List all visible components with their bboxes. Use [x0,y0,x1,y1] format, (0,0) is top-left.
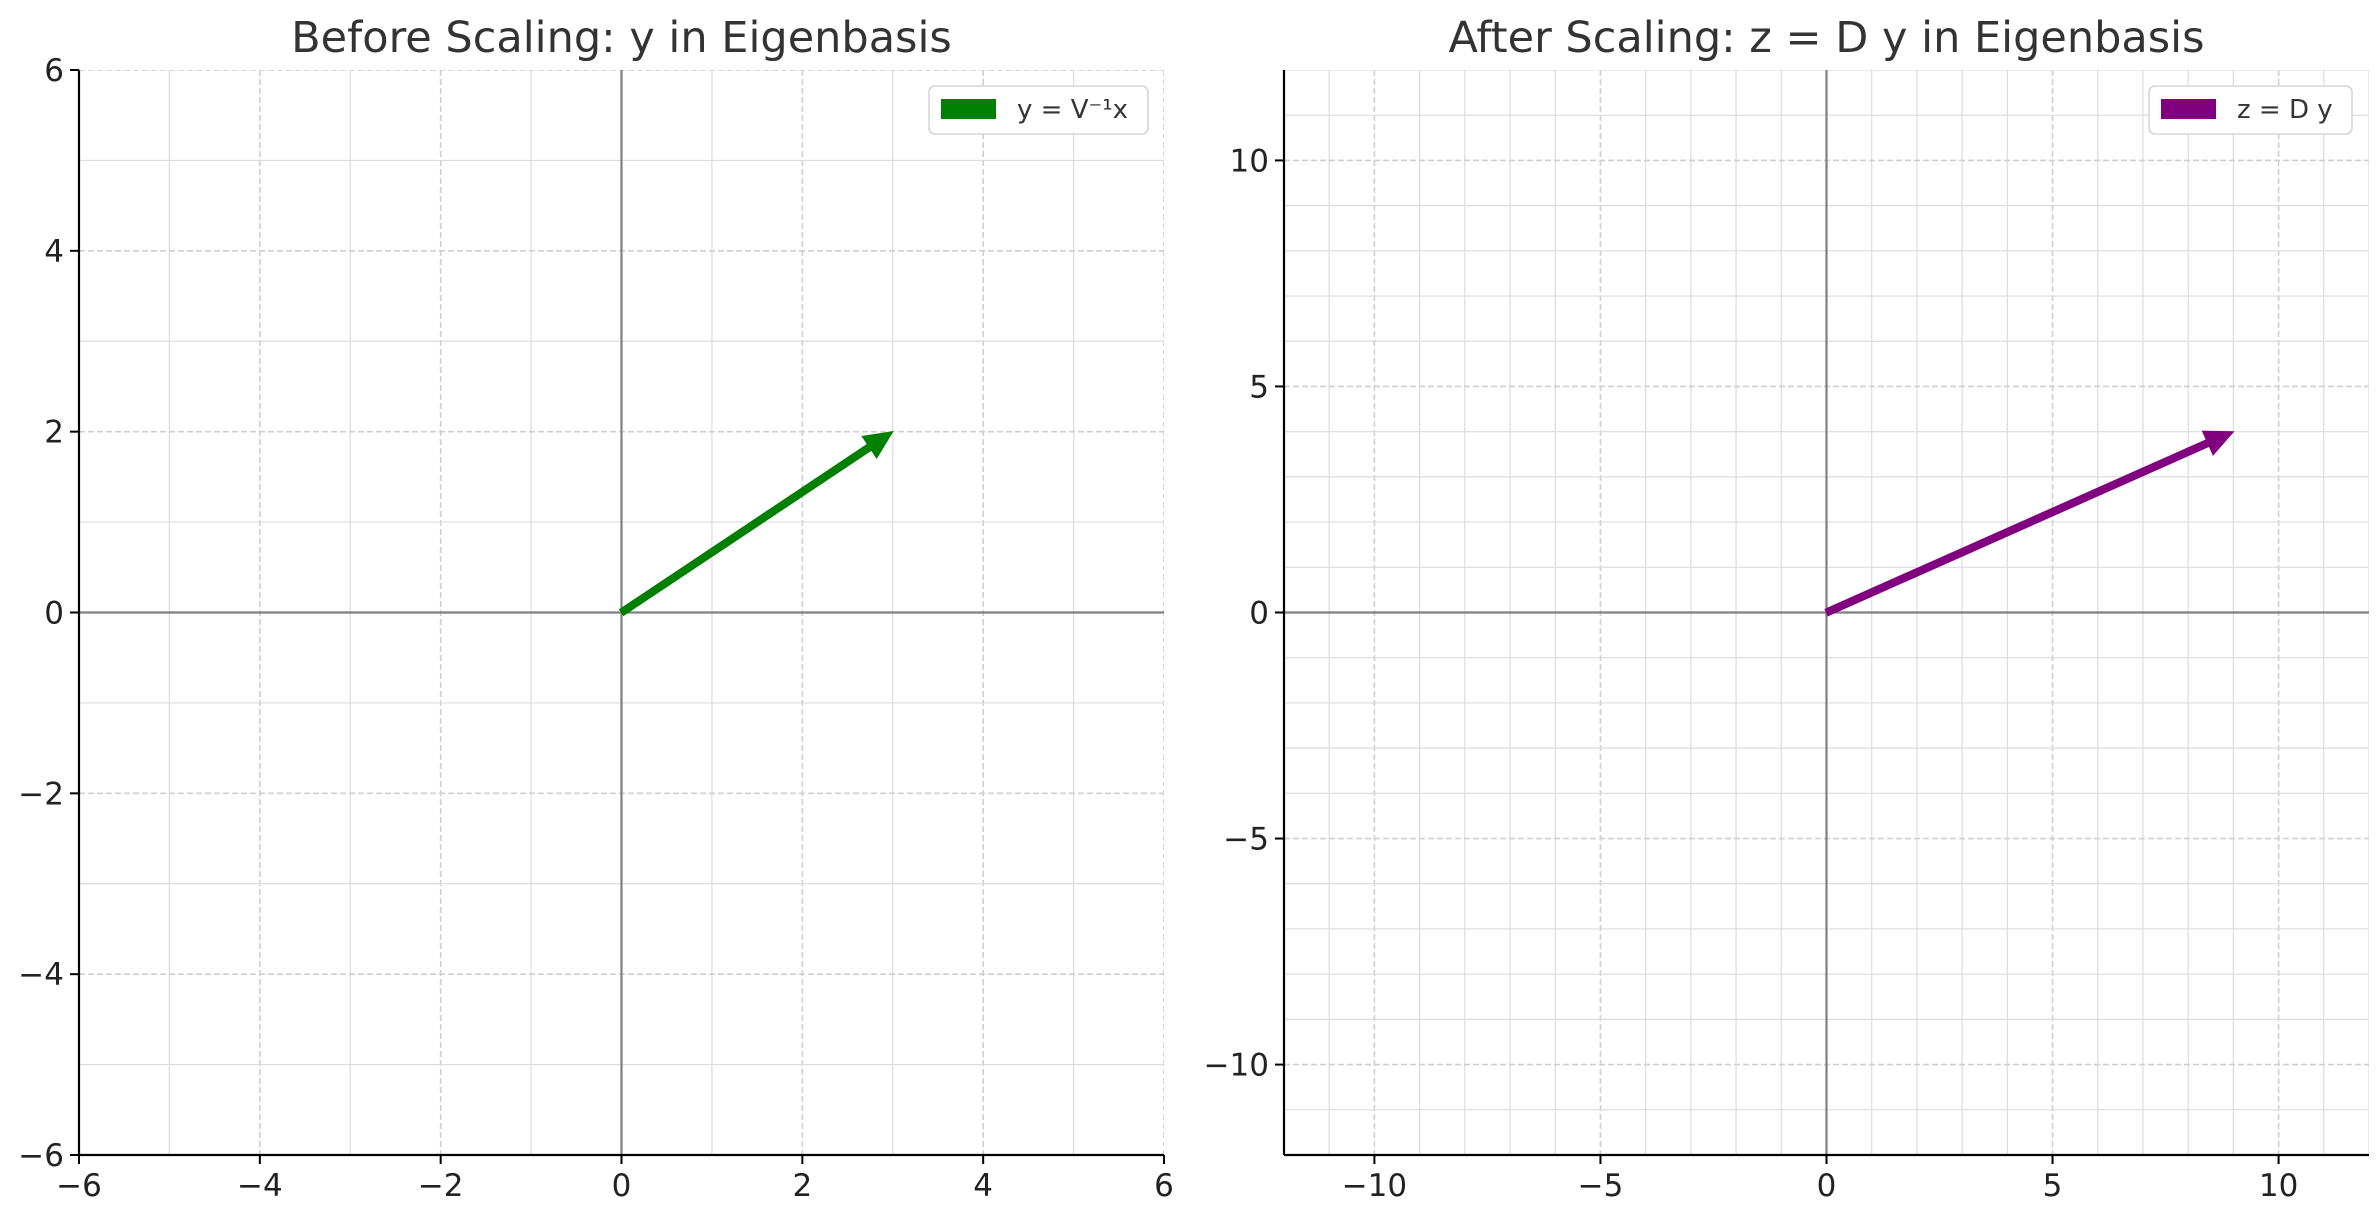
legend-swatch [2161,99,2216,119]
x-tick-label: −2 [418,1168,464,1204]
chart-title: After Scaling: z = D y in Eigenbasis [1448,13,2204,63]
y-tick-label: 5 [1249,369,1269,405]
y-tick-label: −5 [1223,822,1269,858]
x-tick-label: −5 [1578,1168,1624,1204]
x-tick-label: −6 [56,1168,102,1204]
vector-arrow [1824,430,2235,617]
x-tick-label: 4 [973,1168,993,1204]
y-ticks: −10 −5 0 5 10 [1204,143,1284,1084]
y-tick-label: 0 [1249,596,1269,632]
legend: z = D y [2148,85,2353,135]
y-tick-label: −4 [18,957,64,993]
y-tick-label: 0 [44,596,64,632]
vector-arrow [618,431,894,617]
legend-frame [2148,85,2353,135]
legend-label: z = D y [2237,95,2333,125]
y-tick-label: −2 [18,776,64,812]
x-tick-label: −4 [237,1168,283,1204]
x-tick-label: 5 [2043,1168,2063,1204]
y-tick-label: 2 [44,415,64,451]
legend-label: y = V⁻¹x [1017,95,1128,125]
x-ticks: −6 −4 −2 0 2 4 6 [56,1155,1174,1204]
x-tick-label: 0 [1817,1168,1837,1204]
legend-frame [928,85,1149,135]
y-tick-label: 6 [44,53,64,89]
x-ticks: −10 −5 0 5 10 [1342,1155,2298,1204]
legend-swatch [941,99,996,119]
vectors [618,431,894,617]
x-tick-label: 6 [1154,1168,1174,1204]
y-ticks: −6 −4 −2 0 2 4 6 [18,53,79,1174]
legend: y = V⁻¹x [928,85,1149,135]
x-tick-label: 2 [792,1168,812,1204]
x-tick-label: −10 [1342,1168,1407,1204]
x-tick-label: 0 [612,1168,632,1204]
chart-title: Before Scaling: y in Eigenbasis [291,13,952,63]
y-tick-label: 10 [1230,143,1269,179]
y-tick-label: −6 [18,1138,64,1174]
chart-after-scaling: After Scaling: z = D y in Eigenbasis −10… [1204,13,2369,1204]
x-tick-label: 10 [2259,1168,2298,1204]
y-tick-label: −10 [1204,1048,1269,1084]
vectors [1824,430,2235,617]
y-tick-label: 4 [44,234,64,270]
chart-before-scaling: Before Scaling: y in Eigenbasis −6 −4 −2 0 2… [18,13,1174,1204]
